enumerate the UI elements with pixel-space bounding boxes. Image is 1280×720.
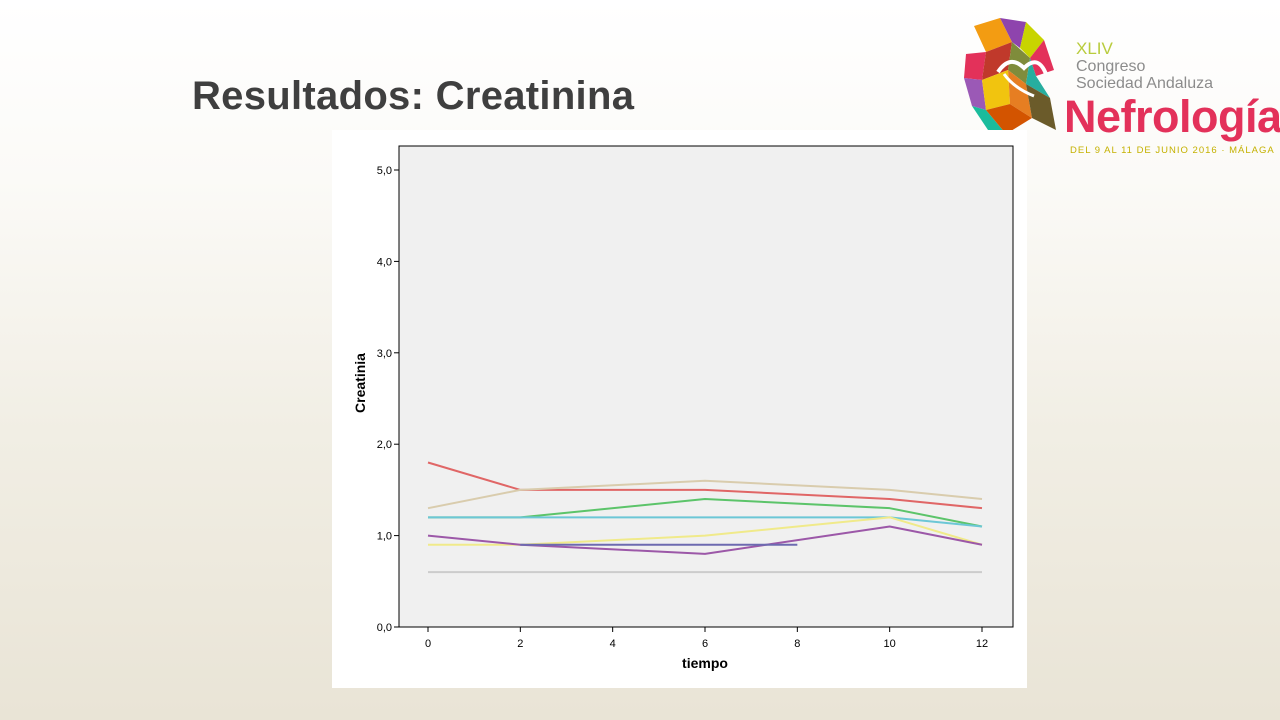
series-line-5 <box>428 516 983 546</box>
x-tick-label: 6 <box>702 638 708 650</box>
x-axis-label: tiempo <box>682 655 728 671</box>
x-tick-label: 4 <box>610 638 616 650</box>
logo-line-1: Congreso <box>1076 58 1146 75</box>
y-tick-label: 1,0 <box>377 531 392 543</box>
y-axis-label: Creatinia <box>352 353 368 413</box>
logo-brand: Nefrología <box>1064 91 1280 142</box>
x-tick-label: 10 <box>884 638 896 650</box>
y-tick-label: 0,0 <box>377 622 392 634</box>
y-tick-label: 2,0 <box>377 439 392 451</box>
heart-mosaic-icon <box>964 18 1056 134</box>
x-tick-label: 12 <box>976 638 988 650</box>
y-tick-label: 4,0 <box>377 256 392 268</box>
series-line-4 <box>428 516 983 528</box>
logo-line-2: Sociedad Andaluza <box>1076 75 1213 92</box>
plot-area <box>398 145 1014 628</box>
x-tick-label: 8 <box>794 638 800 650</box>
series-layer <box>427 461 983 574</box>
x-tick-label: 2 <box>517 638 523 650</box>
slide-title: Resultados: Creatinina <box>192 74 635 118</box>
x-tick-label: 0 <box>425 638 431 650</box>
y-tick-label: 3,0 <box>377 348 392 360</box>
logo-roman-numeral: XLIV <box>1076 39 1113 58</box>
series-line-1 <box>427 461 983 510</box>
congress-logo: XLIV Congreso Sociedad Andaluza Nefrolog… <box>960 14 1280 160</box>
series-line-2 <box>427 479 983 510</box>
creatinine-chart: 0,0 1,0 2,0 3,0 4,0 5,0 0 2 4 6 8 10 12 tiempo Creat… <box>352 145 1014 671</box>
logo-dates: DEL 9 AL 11 DE JUNIO 2016 · MÁLAGA <box>1070 145 1275 156</box>
series-line-6 <box>427 525 983 555</box>
ticks-layer: 0,0 1,0 2,0 3,0 4,0 5,0 0 2 4 6 8 10 12 <box>377 165 988 650</box>
chart-panel: 0,0 1,0 2,0 3,0 4,0 5,0 0 2 4 6 8 10 12 tiempo Creat… <box>332 130 1027 688</box>
y-tick-label: 5,0 <box>377 165 392 177</box>
